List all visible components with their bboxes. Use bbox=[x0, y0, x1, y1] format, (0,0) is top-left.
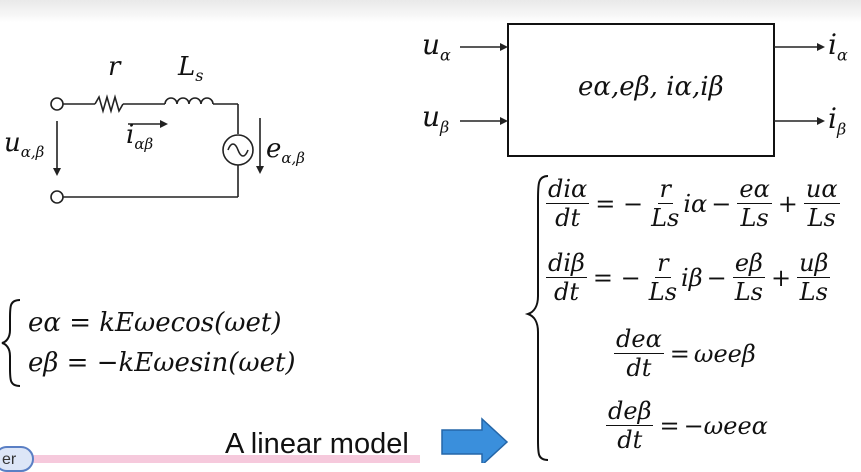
inductor-label: Ls bbox=[178, 52, 204, 86]
linear-model-caption: A linear model bbox=[225, 428, 409, 460]
resistor bbox=[94, 94, 124, 114]
arrow-icon bbox=[441, 417, 509, 463]
top-bar bbox=[0, 0, 861, 22]
model-brace bbox=[524, 175, 549, 461]
emf-equation-alpha: eα = kEωecos(ωet) bbox=[28, 308, 282, 338]
terminal-bottom bbox=[50, 190, 64, 204]
model-equation-1: diα dt = − r Ls iα − eα Ls + uα Ls bbox=[546, 175, 840, 232]
input-u-beta: uβ bbox=[422, 100, 450, 137]
model-equation-4: deβ dt = −ωeeα bbox=[606, 397, 768, 454]
model-equation-3: deα dt = ωeeβ bbox=[614, 325, 756, 382]
voltage-label: uα,β bbox=[4, 128, 45, 162]
inductor bbox=[164, 97, 214, 105]
block-content: eα,eβ, iα,iβ bbox=[578, 72, 724, 102]
emf-equation-beta: eβ = −kEωesin(ωet) bbox=[28, 348, 296, 378]
terminal-top bbox=[50, 97, 64, 111]
emf-label: eα,β bbox=[266, 134, 305, 168]
model-block bbox=[507, 23, 775, 157]
model-equation-2: diβ dt = − r Ls iβ − eβ Ls + uβ Ls bbox=[546, 249, 831, 306]
pink-strip bbox=[0, 455, 420, 463]
resistor-label: r bbox=[108, 52, 121, 82]
emf-brace bbox=[1, 299, 21, 387]
input-u-alpha: uα bbox=[422, 28, 451, 65]
output-i-alpha: iα bbox=[828, 28, 848, 65]
current-label: iαβ bbox=[126, 120, 154, 154]
corner-badge: er bbox=[0, 446, 34, 472]
output-i-beta: iβ bbox=[828, 102, 847, 139]
